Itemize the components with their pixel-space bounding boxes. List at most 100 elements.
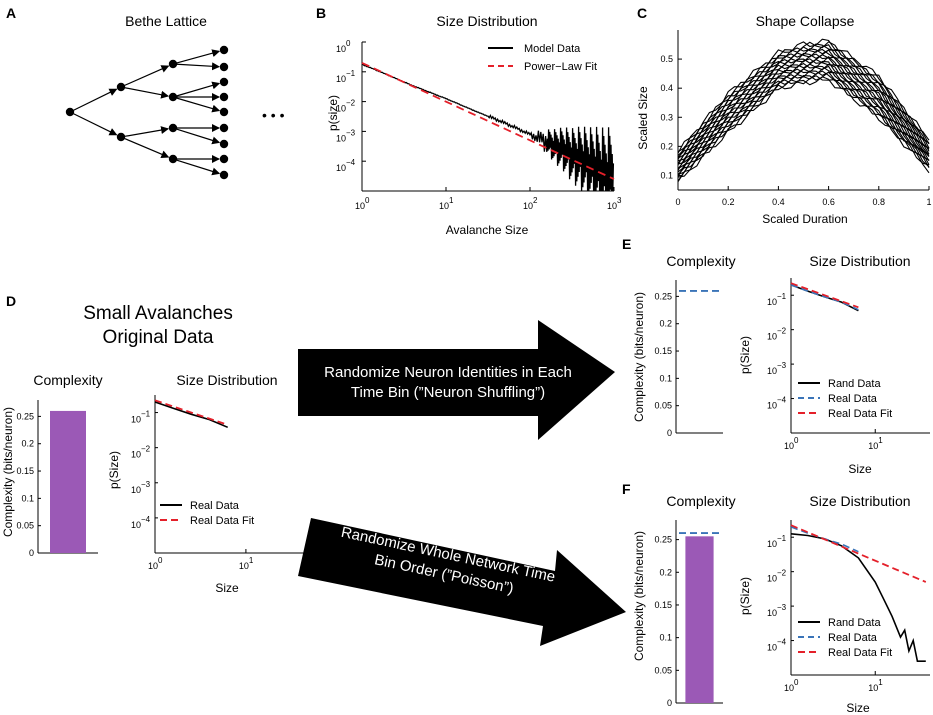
chart-e-size-y-tick-label-base: 10 [767,332,777,342]
chart-b-y-tick-label-base: 10 [336,74,346,84]
chart-e-size-series-rand-data [790,284,859,312]
chart-d-complexity-y-tick-label: 0.05 [16,521,34,531]
lattice-edge [176,128,221,145]
chart-c-y-tick-label: 0.1 [660,170,673,180]
chart-f-size-x-tick-label: 101 [868,678,883,693]
lattice-node [116,132,126,142]
chart-e-complexity-y-tick-label: 0.05 [654,401,672,411]
chart-b-x-tick-label: 101 [439,196,454,211]
arrow-top-line1: Randomize Neuron Identities in Each [324,364,572,381]
chart-b-y-tick-label-base: 10 [336,44,346,54]
chart-d-size-y-tick-label-exp: −2 [141,445,151,454]
chart-c-y-tick-label: 0.2 [660,141,673,151]
chart-c-y-tick-label: 0.5 [660,54,673,64]
chart-f-size-ylabel: p(Size) [738,577,752,615]
lattice-edge [176,97,221,113]
chart-b-x-tick-label-exp: 1 [449,196,454,205]
chart-b-y-tick-label-exp: −1 [346,69,356,78]
chart-d-size-y-tick-label-base: 10 [131,520,141,530]
chart-f-size-y-tick-label-base: 10 [767,539,777,549]
chart-d-size-y-tick-label: 10−3 [131,480,151,495]
lattice-node [219,170,229,180]
chart-e-size-legend-label: Real Data Fit [828,408,892,420]
chart-e-size-y-tick-label-exp: −4 [777,396,787,405]
lattice-edge [176,49,221,64]
chart-d-size-title: Size Distribution [176,372,277,388]
panel-label-f: F [622,481,631,497]
chart-c-y-tick-label: 0.3 [660,112,673,122]
chart-d-complexity-y-tick-label: 0.2 [21,439,34,449]
chart-c-collapse-curve [677,71,930,182]
chart-b-x-tick-label-base: 10 [355,201,365,211]
chart-d-size-ylabel: p(Size) [107,451,121,489]
chart-e-size-legend-label: Rand Data [828,378,881,390]
chart-e-size-y-tick-label-base: 10 [767,366,777,376]
chart-b-x-tick-label: 103 [607,196,622,211]
chart-f-complexity-title: Complexity [666,493,735,509]
chart-d-complexity-y-tick-label: 0.25 [16,411,34,421]
chart-e-size-y-tick-label: 10−2 [767,327,787,342]
lattice-edge [176,62,221,71]
chart-f-complexity-y-tick-label: 0.1 [659,633,672,643]
lattice-node [219,139,229,149]
chart-f-complexity-ylabel: Complexity (bits/neuron) [632,531,646,661]
chart-d-size-y-tick-label-base: 10 [131,415,141,425]
chart-c-x-tick-label: 1 [926,197,931,207]
chart-e-size-xlabel: Size [848,462,872,476]
chart-f-size-x-tick-label: 100 [784,678,799,693]
lattice-edge [73,88,118,111]
chart-d-size-y-tick-label: 10−2 [131,445,151,460]
chart-f-size-y-tick-label-exp: −1 [777,534,787,543]
panel-label-b: B [316,5,326,21]
panel-a-title: Bethe Lattice [125,13,207,29]
chart-b-x-tick-label: 100 [355,196,370,211]
lattice-node [168,123,178,133]
chart-c-x-tick-label: 0.6 [822,197,835,207]
chart-b-xlabel: Avalanche Size [446,223,529,237]
chart-b-y-tick-label: 10−1 [336,69,356,84]
chart-e-size-title: Size Distribution [809,253,910,269]
lattice-node [116,82,126,92]
chart-c-x-tick-label: 0.4 [772,197,785,207]
chart-f-size-legend-label: Rand Data [828,617,881,629]
chart-c-xlabel: Scaled Duration [762,212,847,226]
chart-d-complexity-y-tick-label: 0.15 [16,466,34,476]
chart-c-ylabel: Scaled Size [636,86,650,150]
chart-e-size-x-tick-label-base: 10 [784,441,794,451]
chart-c-collapse-curve [677,54,930,165]
chart-f-size-y-tick-label: 10−2 [767,569,787,584]
chart-d-size-y-tick-label-exp: −4 [141,515,151,524]
chart-f-size-y-tick-label-base: 10 [767,608,777,618]
chart-b-y-tick-label: 10−4 [336,158,356,173]
chart-d-size-x-tick-label-base: 10 [148,561,158,571]
chart-e-size-ylabel: p(Size) [738,336,752,374]
chart-b-y-tick-label-exp: 0 [346,39,351,48]
lattice-node [219,107,229,117]
chart-d-size-x-tick-label-exp: 1 [249,556,254,565]
chart-d-size-series-real-data [154,401,229,429]
chart-f-size-y-tick-label-exp: −3 [777,603,787,612]
chart-d-size-x-tick-label-exp: 0 [158,556,163,565]
chart-f-size-series-real-data-fit [790,524,927,583]
bethe-lattice-diagram [65,45,229,180]
chart-c-collapse-curve [677,41,930,156]
lattice-node [65,107,75,117]
chart-f-size-title: Size Distribution [809,493,910,509]
chart-b-x-tick-label-exp: 2 [533,196,538,205]
chart-f-complexity-y-tick-label: 0 [667,698,672,708]
arrow-neuron-shuffling [298,320,615,440]
lattice-node [219,154,229,164]
chart-b-y-tick-label-base: 10 [336,163,346,173]
chart-d-size-legend-label: Real Data Fit [190,515,254,527]
chart-d-complexity-ylabel: Complexity (bits/neuron) [1,407,15,537]
panel-d-heading-line2: Original Data [103,327,214,348]
lattice-edge [124,65,170,86]
chart-c-collapse-curve [677,43,930,153]
chart-c-x-tick-label: 0.8 [873,197,886,207]
chart-f-size-y-tick-label-base: 10 [767,574,777,584]
chart-d-complexity-title: Complexity [33,372,102,388]
lattice-node [168,154,178,164]
panel-d-heading-line1: Small Avalanches [83,303,233,324]
chart-d-size-xlabel: Size [215,581,239,595]
